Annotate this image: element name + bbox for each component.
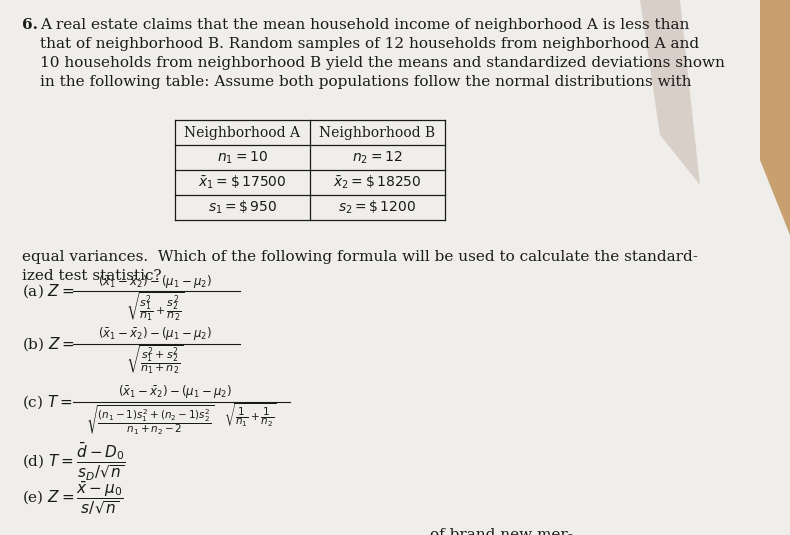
- Text: Neighborhood A: Neighborhood A: [185, 126, 300, 140]
- Text: (c) $T = $: (c) $T = $: [22, 393, 73, 411]
- Text: $n_1 = 10$: $n_1 = 10$: [217, 149, 268, 166]
- Text: $(\bar{x}_1 - \bar{x}_2) - (\mu_1 - \mu_2)$: $(\bar{x}_1 - \bar{x}_2) - (\mu_1 - \mu_…: [118, 384, 232, 401]
- Text: (d) $T = \dfrac{\bar{d} - D_0}{s_D/\sqrt{n}}$: (d) $T = \dfrac{\bar{d} - D_0}{s_D/\sqrt…: [22, 441, 126, 483]
- Polygon shape: [640, 0, 700, 185]
- Text: $\sqrt{\dfrac{1}{n_1}+\dfrac{1}{n_2}}$: $\sqrt{\dfrac{1}{n_1}+\dfrac{1}{n_2}}$: [224, 401, 276, 429]
- Text: $s_1 = \$\,950$: $s_1 = \$\,950$: [208, 199, 277, 216]
- Text: A real estate claims that the mean household income of neighborhood A is less th: A real estate claims that the mean house…: [40, 18, 690, 32]
- Text: $\sqrt{\dfrac{s_1^2}{n_1} + \dfrac{s_2^2}{n_2}}$: $\sqrt{\dfrac{s_1^2}{n_1} + \dfrac{s_2^2…: [126, 291, 184, 324]
- Text: 10 households from neighborhood B yield the means and standardized deviations sh: 10 households from neighborhood B yield …: [40, 56, 725, 70]
- Text: (b) $Z = $: (b) $Z = $: [22, 335, 75, 353]
- Text: of brand new mer-: of brand new mer-: [430, 528, 573, 535]
- Text: ized test statistic?: ized test statistic?: [22, 269, 162, 283]
- Text: $s_2 = \$\,1200$: $s_2 = \$\,1200$: [338, 199, 416, 216]
- Text: that of neighborhood B. Random samples of 12 households from neighborhood A and: that of neighborhood B. Random samples o…: [40, 37, 699, 51]
- FancyBboxPatch shape: [0, 0, 760, 535]
- Text: (a) $Z = $: (a) $Z = $: [22, 282, 74, 300]
- Text: Neighborhood B: Neighborhood B: [319, 126, 435, 140]
- Text: 6.: 6.: [22, 18, 38, 32]
- Text: in the following table: Assume both populations follow the normal distributions : in the following table: Assume both popu…: [40, 75, 691, 89]
- Text: $n_2 = 12$: $n_2 = 12$: [352, 149, 403, 166]
- Text: equal variances.  Which of the following formula will be used to calculate the s: equal variances. Which of the following …: [22, 250, 698, 264]
- Text: $\sqrt{\dfrac{s_1^2 + s_2^2}{n_1 + n_2}}$: $\sqrt{\dfrac{s_1^2 + s_2^2}{n_1 + n_2}}…: [126, 343, 183, 377]
- Text: $(\bar{x}_1 - \bar{x}_2) - (\mu_1 - \mu_2)$: $(\bar{x}_1 - \bar{x}_2) - (\mu_1 - \mu_…: [98, 325, 212, 342]
- Text: $\bar{x}_1 = \$\,17500$: $\bar{x}_1 = \$\,17500$: [198, 174, 287, 191]
- Text: $(\bar{x}_1 - \bar{x}_2) - (\mu_1 - \mu_2)$: $(\bar{x}_1 - \bar{x}_2) - (\mu_1 - \mu_…: [98, 272, 212, 289]
- Text: (e) $Z = \dfrac{\bar{x} - \mu_0}{s/\sqrt{n}}$: (e) $Z = \dfrac{\bar{x} - \mu_0}{s/\sqrt…: [22, 479, 123, 517]
- Text: $\sqrt{\dfrac{(n_1-1)s_1^2+(n_2-1)s_2^2}{n_1+n_2-2}}$: $\sqrt{\dfrac{(n_1-1)s_1^2+(n_2-1)s_2^2}…: [86, 403, 214, 437]
- Text: $\bar{x}_2 = \$\,18250$: $\bar{x}_2 = \$\,18250$: [333, 174, 422, 191]
- Polygon shape: [650, 0, 790, 255]
